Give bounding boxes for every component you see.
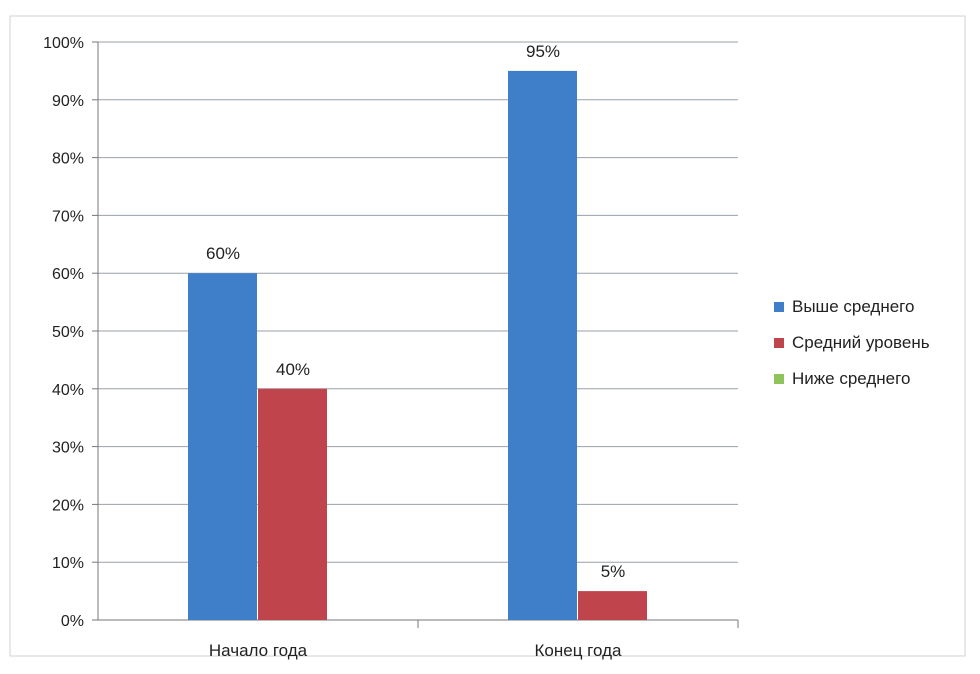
y-tick-label: 30% — [52, 440, 84, 457]
y-tick-label: 70% — [52, 208, 84, 225]
y-tick-label: 100% — [43, 35, 84, 52]
y-tick-label: 80% — [52, 151, 84, 168]
y-tick-label: 20% — [52, 497, 84, 514]
bar-1-2 — [258, 388, 327, 620]
data-label: 60% — [206, 244, 240, 263]
y-tick-label: 60% — [52, 266, 84, 283]
bars — [188, 70, 647, 620]
category-label: Начало года — [209, 641, 308, 660]
bar-1-1 — [188, 273, 257, 620]
legend-swatch — [774, 338, 784, 348]
legend-swatch — [774, 302, 784, 312]
axes: 0% 10% 20% 30% 40% 50% 60% 70% 80% 90% 100% Начало … — [43, 35, 739, 660]
y-tick-label: 40% — [52, 382, 84, 399]
data-label: 5% — [601, 562, 626, 581]
legend: Выше среднего Средний уровень Ниже среднег… — [774, 297, 930, 388]
y-tick-label: 10% — [52, 555, 84, 572]
legend-swatch — [774, 374, 784, 384]
data-labels: 60% 40% 95% 5% — [206, 42, 625, 581]
chart-border — [9, 15, 966, 657]
y-tick-label: 90% — [52, 93, 84, 110]
category-label: Конец года — [535, 641, 622, 660]
data-label: 95% — [526, 42, 560, 61]
bar-2-1 — [508, 70, 577, 620]
legend-label: Средний уровень — [792, 333, 930, 352]
bar-2-2 — [578, 591, 647, 620]
y-tick-label: 50% — [52, 324, 84, 341]
legend-label: Выше среднего — [792, 297, 914, 316]
y-tick-label: 0% — [61, 613, 84, 630]
data-label: 40% — [276, 360, 310, 379]
legend-label: Ниже среднего — [792, 369, 910, 388]
